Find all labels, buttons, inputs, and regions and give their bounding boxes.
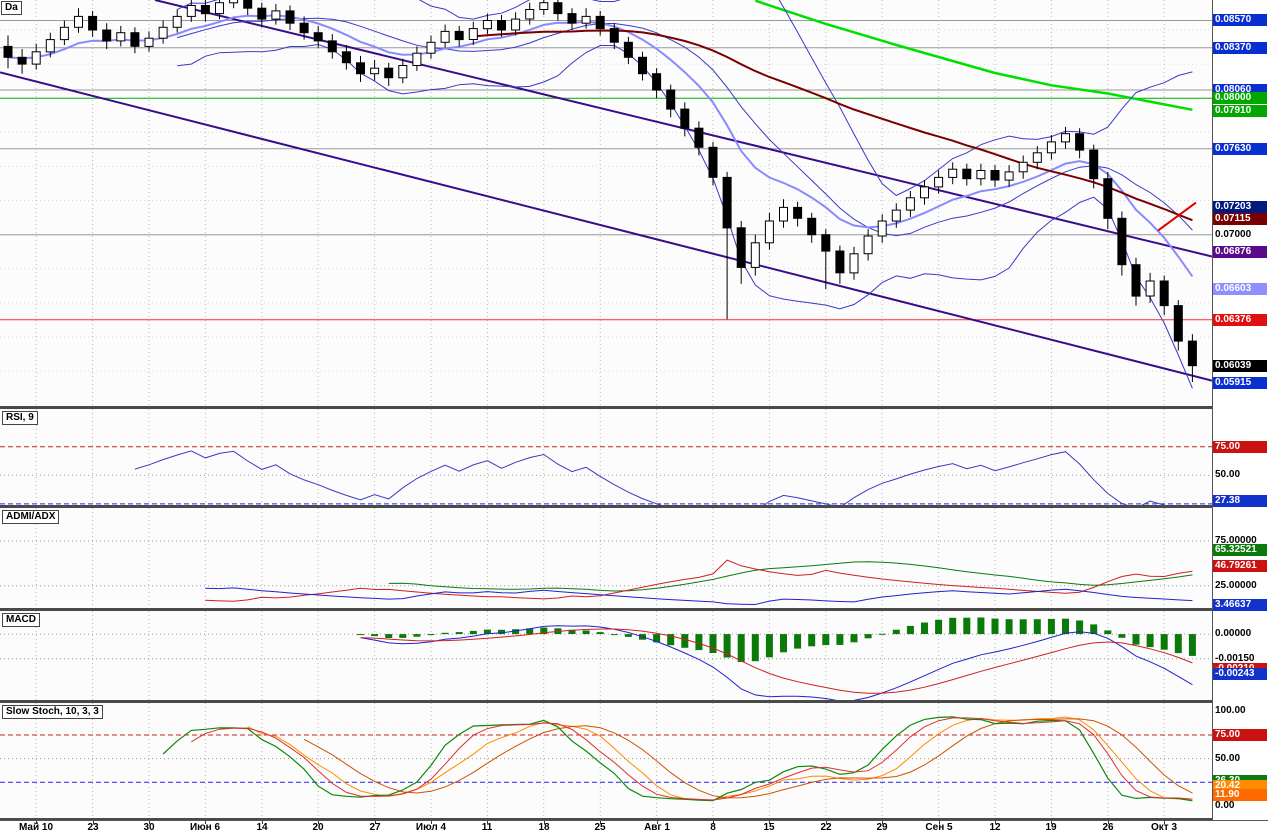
price-badge: 75.00	[1213, 441, 1267, 453]
date-label: 27	[369, 822, 381, 833]
axis-label: 50.00	[1215, 753, 1241, 764]
date-label: Сен 5	[925, 822, 953, 833]
date-tick	[1108, 821, 1109, 824]
date-label: 11	[481, 822, 493, 833]
axis-label: 100.00	[1215, 705, 1246, 716]
axis-label: 0.00000	[1215, 628, 1252, 639]
date-label: 15	[763, 822, 775, 833]
axis-label: 75.00000	[1215, 535, 1257, 546]
price-badge: 0.05915	[1213, 377, 1267, 389]
date-label: 23	[87, 822, 99, 833]
date-tick	[826, 821, 827, 824]
price-badge: 65.32521	[1213, 544, 1267, 556]
main-chart-plot[interactable]	[0, 0, 1212, 406]
date-label: Окт 3	[1150, 822, 1178, 833]
date-tick	[93, 821, 94, 824]
price-badge: 0.07203	[1213, 201, 1267, 213]
date-tick	[995, 821, 996, 824]
date-label: Авг 1	[644, 822, 670, 833]
date-label: 18	[538, 822, 550, 833]
date-label: Май 10	[18, 822, 54, 833]
price-badge: 0.06039	[1213, 360, 1267, 372]
date-label: 14	[256, 822, 268, 833]
price-axis[interactable]: 0.08570 0.08370 0.08060 0.08000 0.07910 0.076…	[1212, 0, 1268, 820]
rsi-panel-plot[interactable]	[0, 409, 1212, 505]
price-badge: 3.46637	[1213, 599, 1267, 611]
date-label: 29	[876, 822, 888, 833]
panel-divider[interactable]	[0, 818, 1268, 820]
date-tick	[487, 821, 488, 824]
date-tick	[375, 821, 376, 824]
price-badge: 0.07115	[1213, 213, 1267, 225]
date-tick	[769, 821, 770, 824]
price-badge: 46.79261	[1213, 560, 1267, 572]
price-badge: -0.00243	[1213, 668, 1267, 680]
axis-label: -0.00150	[1215, 653, 1255, 664]
date-tick	[149, 821, 150, 824]
date-tick	[882, 821, 883, 824]
date-label: Июн 6	[189, 822, 221, 833]
date-label: 8	[710, 822, 716, 833]
axis-label: 0.07000	[1215, 229, 1252, 240]
date-tick	[1164, 821, 1165, 824]
chart-title-tab[interactable]: Da	[1, 1, 22, 15]
panel-divider[interactable]	[0, 608, 1268, 611]
date-tick	[713, 821, 714, 824]
price-badge: 0.06376	[1213, 314, 1267, 326]
date-label: 26	[1102, 822, 1114, 833]
date-label: 22	[820, 822, 832, 833]
stoch-panel-plot[interactable]	[0, 703, 1212, 818]
price-badge: 0.07910	[1213, 105, 1267, 117]
date-tick	[1051, 821, 1052, 824]
price-badge: 27.38	[1213, 495, 1267, 507]
panel-divider[interactable]	[0, 505, 1268, 508]
date-tick	[262, 821, 263, 824]
date-tick	[939, 821, 940, 824]
axis-label: 50.00	[1215, 469, 1241, 480]
date-tick	[600, 821, 601, 824]
price-badge: 0.06603	[1213, 283, 1267, 295]
date-tick	[36, 821, 37, 824]
adx-label[interactable]: ADMI/ADX	[2, 510, 60, 524]
date-tick	[657, 821, 658, 824]
date-tick	[431, 821, 432, 824]
axis-label: 0.00	[1215, 800, 1235, 811]
panel-divider[interactable]	[0, 700, 1268, 703]
date-tick	[205, 821, 206, 824]
price-badge: 0.07630	[1213, 143, 1267, 155]
macd-label[interactable]: MACD	[2, 613, 40, 627]
panel-divider[interactable]	[0, 406, 1268, 409]
stoch-label[interactable]: Slow Stoch, 10, 3, 3	[2, 705, 103, 719]
price-badge: 75.00	[1213, 729, 1267, 741]
price-badge: 0.08570	[1213, 14, 1267, 26]
date-label: Июл 4	[415, 822, 447, 833]
price-badge: 0.08000	[1213, 92, 1267, 104]
adx-panel-plot[interactable]	[0, 508, 1212, 608]
date-label: 19	[1045, 822, 1057, 833]
date-label: 12	[989, 822, 1001, 833]
date-label: 30	[143, 822, 155, 833]
price-badge: 0.08370	[1213, 42, 1267, 54]
price-badge: 0.06876	[1213, 246, 1267, 258]
date-tick	[318, 821, 319, 824]
date-label: 25	[594, 822, 606, 833]
date-axis[interactable]: Май 10 23 30 Июн 6 14 20 27 Июл 4 11 18 25 Авг 1 8 15…	[0, 820, 1268, 835]
macd-panel-plot[interactable]	[0, 611, 1212, 700]
date-label: 20	[312, 822, 324, 833]
date-tick	[544, 821, 545, 824]
price-badge: 11.90	[1213, 789, 1267, 801]
axis-label: 25.00000	[1215, 580, 1257, 591]
rsi-label[interactable]: RSI, 9	[2, 411, 38, 425]
